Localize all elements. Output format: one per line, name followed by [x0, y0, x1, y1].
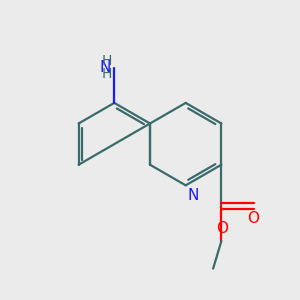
Text: O: O — [247, 211, 259, 226]
Text: H: H — [102, 54, 112, 68]
Text: O: O — [216, 221, 228, 236]
Text: H: H — [102, 67, 112, 81]
Text: N: N — [187, 188, 199, 203]
Text: N: N — [100, 60, 111, 75]
